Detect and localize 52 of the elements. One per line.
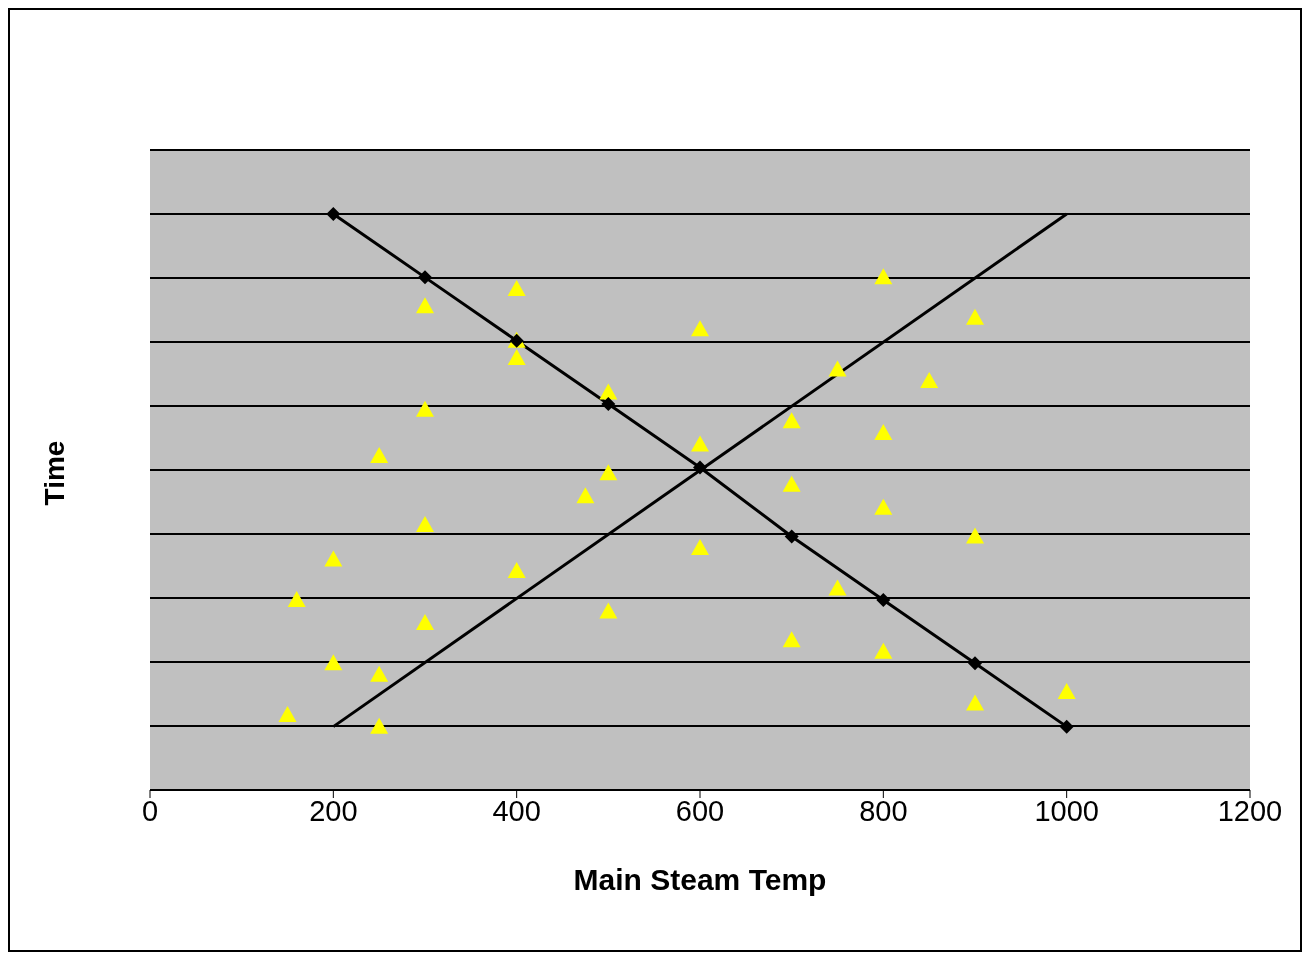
x-tick-label: 400 xyxy=(492,794,541,827)
point xyxy=(324,550,343,567)
x-axis-title: Main Steam Temp xyxy=(573,863,827,896)
x-tick-label: 600 xyxy=(675,794,725,827)
point xyxy=(1059,719,1074,734)
point xyxy=(874,642,893,659)
point xyxy=(324,654,343,671)
point xyxy=(920,372,939,389)
point xyxy=(507,279,526,296)
point xyxy=(278,706,297,723)
point xyxy=(416,400,434,417)
point xyxy=(370,717,389,734)
point xyxy=(599,464,618,481)
x-tick-label: 1200 xyxy=(1217,794,1283,827)
point xyxy=(784,529,799,544)
point xyxy=(966,694,984,711)
point xyxy=(782,631,801,648)
point xyxy=(691,539,709,556)
point xyxy=(782,412,801,429)
point xyxy=(876,592,891,607)
point xyxy=(601,397,616,412)
point xyxy=(693,460,707,475)
y-axis-title: Time xyxy=(39,440,71,506)
point xyxy=(576,487,595,504)
x-tick-label: 1000 xyxy=(1034,794,1099,827)
point xyxy=(507,349,526,365)
point xyxy=(966,308,984,325)
x-tick-label: 200 xyxy=(309,794,358,827)
point xyxy=(874,423,893,440)
point xyxy=(828,579,847,596)
point xyxy=(416,516,434,533)
point xyxy=(1057,683,1076,700)
point xyxy=(370,665,389,682)
x-tick-label: 0 xyxy=(141,794,159,827)
point xyxy=(416,613,434,630)
point xyxy=(287,590,306,607)
point xyxy=(782,475,801,492)
point xyxy=(691,435,709,452)
point xyxy=(326,207,341,221)
point xyxy=(874,268,893,285)
point xyxy=(828,360,847,377)
point xyxy=(874,498,893,515)
point xyxy=(691,320,709,337)
point xyxy=(507,562,526,579)
point xyxy=(966,527,984,544)
point xyxy=(599,602,618,619)
x-tick-label: 800 xyxy=(859,794,908,827)
point xyxy=(968,656,982,671)
point xyxy=(370,446,389,463)
point xyxy=(416,297,434,314)
point xyxy=(599,383,618,400)
point xyxy=(418,270,432,285)
